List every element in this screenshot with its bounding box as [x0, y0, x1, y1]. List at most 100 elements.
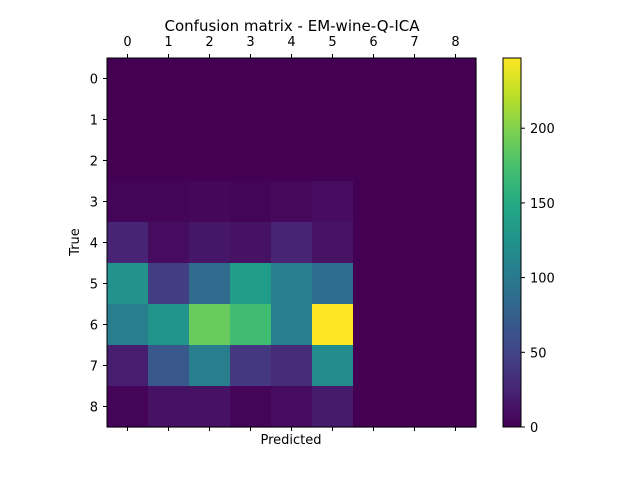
heatmap-cell — [189, 58, 231, 100]
y-tick-label: 0 — [90, 73, 98, 88]
heatmap-cell — [189, 181, 231, 223]
heatmap-cell — [394, 386, 436, 428]
x-tick-label: 5 — [328, 35, 336, 50]
heatmap-cell — [435, 99, 477, 141]
heatmap-cell — [353, 99, 395, 141]
heatmap-cell — [435, 140, 477, 182]
y-tick-label: 8 — [90, 401, 98, 416]
heatmap-cell — [394, 140, 436, 182]
x-tick-label: 6 — [369, 35, 377, 50]
heatmap-cell — [189, 304, 231, 346]
heatmap-cell — [189, 99, 231, 141]
x-axis-label: Predicted — [260, 433, 321, 448]
heatmap-cell — [271, 222, 313, 264]
y-tick-label: 6 — [90, 319, 98, 334]
heatmap-cell — [353, 181, 395, 223]
heatmap-cell — [107, 181, 149, 223]
heatmap-cell — [271, 386, 313, 428]
heatmap-cell — [312, 99, 354, 141]
heatmap-cell — [230, 140, 272, 182]
heatmap-cell — [271, 58, 313, 100]
heatmap-cell — [107, 140, 149, 182]
heatmap-cell — [312, 304, 354, 346]
x-tick-label: 1 — [164, 35, 172, 50]
heatmap-cell — [230, 304, 272, 346]
heatmap-cell — [271, 140, 313, 182]
heatmap-cell — [394, 181, 436, 223]
heatmap-cell — [353, 386, 395, 428]
heatmap-cell — [435, 386, 477, 428]
heatmap-cell — [107, 386, 149, 428]
heatmap-cell — [312, 140, 354, 182]
heatmap-cell — [394, 222, 436, 264]
heatmap-cell — [353, 304, 395, 346]
heatmap-cell — [230, 99, 272, 141]
colorbar-ticks: 0 50 100 150 200 — [521, 122, 555, 436]
heatmap-cell — [148, 58, 190, 100]
heatmap-cell — [312, 386, 354, 428]
heatmap-cell — [312, 222, 354, 264]
heatmap-cell — [394, 263, 436, 305]
heatmap-cell — [148, 263, 190, 305]
heatmap-cell — [230, 181, 272, 223]
x-axis-ticks: 0 1 2 3 4 5 6 7 8 — [123, 35, 460, 431]
heatmap-cell — [148, 386, 190, 428]
heatmap-cell — [435, 263, 477, 305]
heatmap-cell — [394, 304, 436, 346]
heatmap-cell — [312, 263, 354, 305]
heatmap-cell — [394, 345, 436, 387]
heatmap-cell — [435, 345, 477, 387]
heatmap-cell — [107, 58, 149, 100]
heatmap-cell — [353, 222, 395, 264]
heatmap-cell — [312, 181, 354, 223]
colorbar-tick-label: 50 — [530, 346, 547, 361]
heatmap-cell — [148, 140, 190, 182]
heatmap-cell — [271, 181, 313, 223]
colorbar — [502, 57, 522, 428]
x-tick-label: 8 — [451, 35, 459, 50]
y-tick-label: 2 — [90, 155, 98, 170]
colorbar-tick-label: 150 — [530, 197, 555, 212]
heatmap-cell — [271, 99, 313, 141]
heatmap-cell — [230, 263, 272, 305]
heatmap-cell — [189, 140, 231, 182]
heatmap-cell — [271, 263, 313, 305]
heatmap-cell — [230, 386, 272, 428]
heatmap-cell — [148, 99, 190, 141]
heatmap-cells — [107, 58, 477, 428]
heatmap-cell — [353, 58, 395, 100]
heatmap-cell — [107, 222, 149, 264]
heatmap-cell — [353, 345, 395, 387]
heatmap-cell — [107, 345, 149, 387]
heatmap-cell — [394, 99, 436, 141]
y-tick-label: 1 — [90, 114, 98, 129]
x-tick-label: 7 — [410, 35, 418, 50]
heatmap-cell — [189, 263, 231, 305]
heatmap-cell — [353, 140, 395, 182]
y-tick-label: 7 — [90, 360, 98, 375]
heatmap-cell — [312, 58, 354, 100]
colorbar-tick-label: 200 — [530, 122, 555, 137]
heatmap-cell — [148, 304, 190, 346]
x-tick-label: 0 — [123, 35, 131, 50]
heatmap-cell — [435, 58, 477, 100]
heatmap-cell — [394, 58, 436, 100]
colorbar-tick-label: 100 — [530, 272, 555, 287]
y-tick-label: 5 — [90, 278, 98, 293]
y-axis-label: True — [68, 228, 83, 257]
heatmap-cell — [230, 345, 272, 387]
heatmap-cell — [353, 263, 395, 305]
heatmap-cell — [435, 304, 477, 346]
heatmap-cell — [107, 263, 149, 305]
y-tick-label: 4 — [90, 237, 98, 252]
colorbar-tick-label: 0 — [530, 421, 538, 436]
heatmap-cell — [189, 386, 231, 428]
x-tick-label: 2 — [205, 35, 213, 50]
heatmap-cell — [189, 222, 231, 264]
x-tick-label: 3 — [246, 35, 254, 50]
chart-title: Confusion matrix - EM-wine-Q-ICA — [165, 17, 421, 35]
heatmap-cell — [312, 345, 354, 387]
heatmap-cell — [107, 99, 149, 141]
heatmap-cell — [107, 304, 149, 346]
